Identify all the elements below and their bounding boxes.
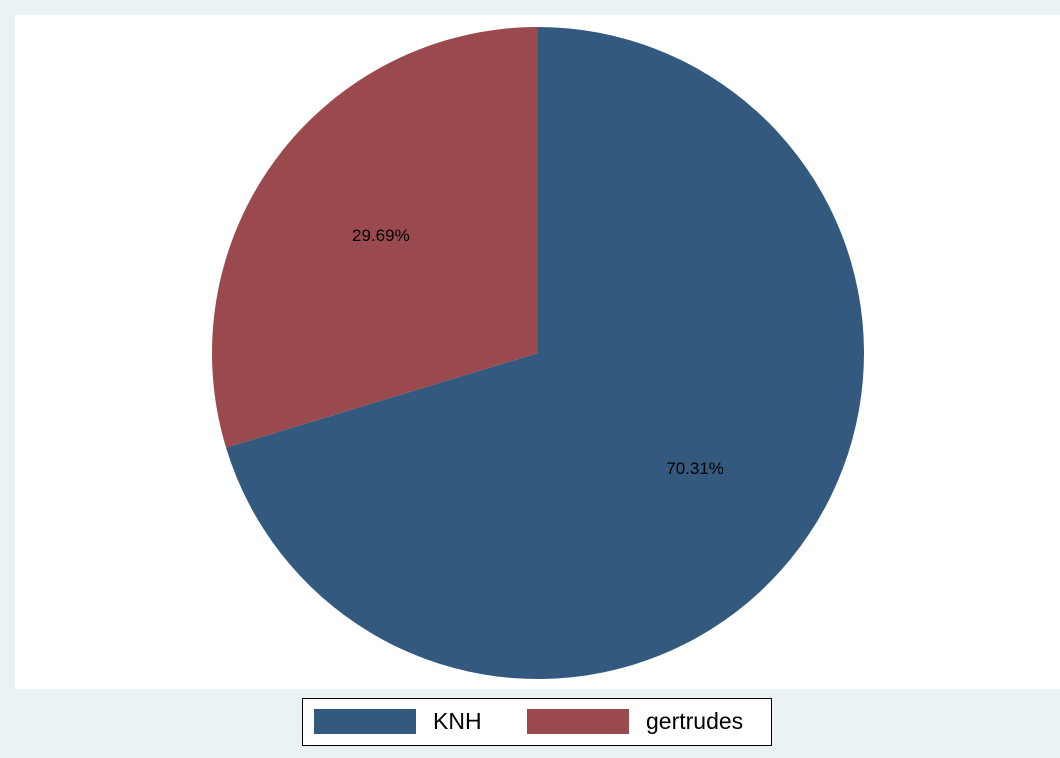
pie-slice-knh [226,27,865,679]
pie-slice-gertrudes [211,27,538,448]
slice-label-knh: 70.31% [666,459,724,478]
pie-chart: 70.31% 29.69% [211,27,865,679]
legend-item-knh: KNH [314,709,482,734]
slice-label-gertrudes: 29.69% [352,226,410,245]
plot-region: 70.31% 29.69% [15,15,1060,689]
legend-swatch-gertrudes [527,709,629,734]
legend-label-gertrudes: gertrudes [646,708,744,734]
legend-swatch-knh [314,709,416,734]
legend-item-gertrudes: gertrudes [527,709,743,734]
legend-label-knh: KNH [433,708,482,734]
legend: KNH gertrudes [302,698,772,746]
